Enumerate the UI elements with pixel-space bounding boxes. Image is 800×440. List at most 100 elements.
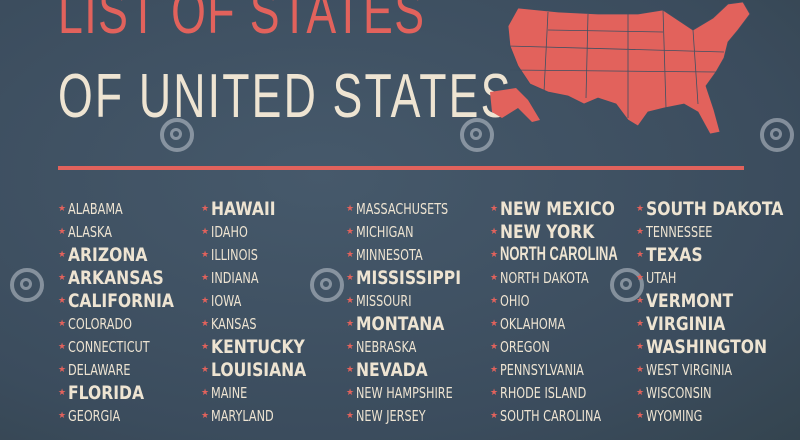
star-bullet-icon: ★ bbox=[58, 341, 67, 352]
state-name: NEVADA bbox=[356, 358, 428, 381]
state-list-item: ★ GEORGIA bbox=[58, 404, 197, 427]
star-bullet-icon: ★ bbox=[636, 341, 645, 352]
star-bullet-icon: ★ bbox=[58, 410, 67, 421]
state-list-item: ★ DELAWARE bbox=[58, 358, 197, 381]
state-name: WASHINGTON bbox=[646, 335, 768, 358]
state-name: OREGON bbox=[500, 337, 550, 356]
state-list-item: ★ MISSISSIPPI bbox=[346, 266, 485, 289]
state-list-item: ★ NORTH DAKOTA bbox=[490, 266, 673, 289]
state-list-item: ★ COLORADO bbox=[58, 312, 197, 335]
state-list-item: ★ NEW YORK bbox=[490, 220, 673, 243]
state-list-item: ★ CALIFORNIA bbox=[58, 289, 197, 312]
state-list-item: ★ TEXAS bbox=[636, 243, 800, 266]
star-bullet-icon: ★ bbox=[636, 295, 645, 306]
star-bullet-icon: ★ bbox=[346, 249, 355, 260]
star-bullet-icon: ★ bbox=[58, 249, 67, 260]
state-column: ★ SOUTH DAKOTA ★ TENNESSEE ★ TEXAS ★ UTAH ★ VERMO… bbox=[636, 197, 800, 427]
state-name: KANSAS bbox=[211, 314, 257, 333]
state-name: MINNESOTA bbox=[356, 245, 423, 264]
star-bullet-icon: ★ bbox=[58, 387, 67, 398]
state-list-item: ★ MICHIGAN bbox=[346, 220, 485, 243]
watermark-icon bbox=[310, 268, 344, 302]
state-list-item: ★ MISSOURI bbox=[346, 289, 485, 312]
state-list-item: ★ MASSACHUSETS bbox=[346, 197, 485, 220]
star-bullet-icon: ★ bbox=[490, 341, 499, 352]
star-bullet-icon: ★ bbox=[636, 364, 645, 375]
state-name: ARKANSAS bbox=[68, 266, 164, 289]
state-list-item: ★ OHIO bbox=[490, 289, 673, 312]
star-bullet-icon: ★ bbox=[346, 318, 355, 329]
state-list-item: ★ VERMONT bbox=[636, 289, 800, 312]
watermark-icon bbox=[160, 118, 194, 152]
state-list-item: ★ WYOMING bbox=[636, 404, 800, 427]
state-list-item: ★ NORTH CAROLINA bbox=[490, 243, 673, 266]
state-name: MICHIGAN bbox=[356, 222, 414, 241]
state-list-item: ★ IDAHO bbox=[201, 220, 327, 243]
state-name: NEW YORK bbox=[500, 220, 595, 243]
state-list-item: ★ WASHINGTON bbox=[636, 335, 800, 358]
star-bullet-icon: ★ bbox=[58, 272, 67, 283]
star-bullet-icon: ★ bbox=[490, 295, 499, 306]
state-name: WISCONSIN bbox=[646, 383, 712, 402]
state-list-item: ★ CONNECTICUT bbox=[58, 335, 197, 358]
star-bullet-icon: ★ bbox=[636, 272, 645, 283]
alaska-shape bbox=[490, 88, 540, 122]
star-bullet-icon: ★ bbox=[201, 364, 210, 375]
state-name: SOUTH CAROLINA bbox=[500, 406, 602, 425]
state-name: PENNSYLVANIA bbox=[500, 360, 584, 379]
state-name: MISSOURI bbox=[356, 291, 412, 310]
state-name: TENNESSEE bbox=[646, 222, 713, 241]
us-map bbox=[490, 1, 751, 135]
star-bullet-icon: ★ bbox=[490, 410, 499, 421]
state-name: WYOMING bbox=[646, 406, 703, 425]
star-bullet-icon: ★ bbox=[636, 410, 645, 421]
state-name: VERMONT bbox=[646, 289, 734, 312]
state-name: NORTH DAKOTA bbox=[500, 268, 589, 287]
state-name: DELAWARE bbox=[68, 360, 131, 379]
state-list-item: ★ MARYLAND bbox=[201, 404, 327, 427]
star-bullet-icon: ★ bbox=[346, 410, 355, 421]
state-list-item: ★ WISCONSIN bbox=[636, 381, 800, 404]
star-bullet-icon: ★ bbox=[490, 364, 499, 375]
state-list-item: ★ INDIANA bbox=[201, 266, 327, 289]
state-name: MONTANA bbox=[356, 312, 445, 335]
star-bullet-icon: ★ bbox=[636, 318, 645, 329]
star-bullet-icon: ★ bbox=[201, 410, 210, 421]
star-bullet-icon: ★ bbox=[636, 203, 645, 214]
state-name: NEW HAMPSHIRE bbox=[356, 383, 453, 402]
star-bullet-icon: ★ bbox=[58, 318, 67, 329]
state-name: INDIANA bbox=[211, 268, 259, 287]
state-name: UTAH bbox=[646, 268, 677, 287]
star-bullet-icon: ★ bbox=[201, 249, 210, 260]
state-name: OKLAHOMA bbox=[500, 314, 566, 333]
state-name: HAWAII bbox=[211, 197, 276, 220]
state-list-item: ★ SOUTH CAROLINA bbox=[490, 404, 673, 427]
state-list-item: ★ NEVADA bbox=[346, 358, 485, 381]
state-name: IDAHO bbox=[211, 222, 248, 241]
star-bullet-icon: ★ bbox=[636, 249, 645, 260]
star-bullet-icon: ★ bbox=[490, 249, 499, 260]
state-list-item: ★ ALASKA bbox=[58, 220, 197, 243]
state-name: CALIFORNIA bbox=[68, 289, 174, 312]
state-list-item: ★ NEBRASKA bbox=[346, 335, 485, 358]
state-name: ALABAMA bbox=[68, 199, 123, 218]
title-line-2: OF UNITED STATES bbox=[58, 62, 513, 131]
star-bullet-icon: ★ bbox=[346, 295, 355, 306]
state-name: TEXAS bbox=[646, 243, 703, 266]
star-bullet-icon: ★ bbox=[201, 318, 210, 329]
contiguous-us-shape bbox=[507, 1, 751, 135]
star-bullet-icon: ★ bbox=[490, 272, 499, 283]
state-name: RHODE ISLAND bbox=[500, 383, 587, 402]
state-list-item: ★ UTAH bbox=[636, 266, 800, 289]
star-bullet-icon: ★ bbox=[490, 318, 499, 329]
state-name: FLORIDA bbox=[68, 381, 145, 404]
star-bullet-icon: ★ bbox=[201, 203, 210, 214]
star-bullet-icon: ★ bbox=[201, 387, 210, 398]
watermark-icon bbox=[760, 118, 794, 152]
state-list-item: ★ MAINE bbox=[201, 381, 327, 404]
star-bullet-icon: ★ bbox=[490, 203, 499, 214]
state-name: COLORADO bbox=[68, 314, 133, 333]
state-name: NORTH CAROLINA bbox=[500, 243, 618, 265]
state-list-item: ★ ALABAMA bbox=[58, 197, 197, 220]
star-bullet-icon: ★ bbox=[58, 226, 67, 237]
